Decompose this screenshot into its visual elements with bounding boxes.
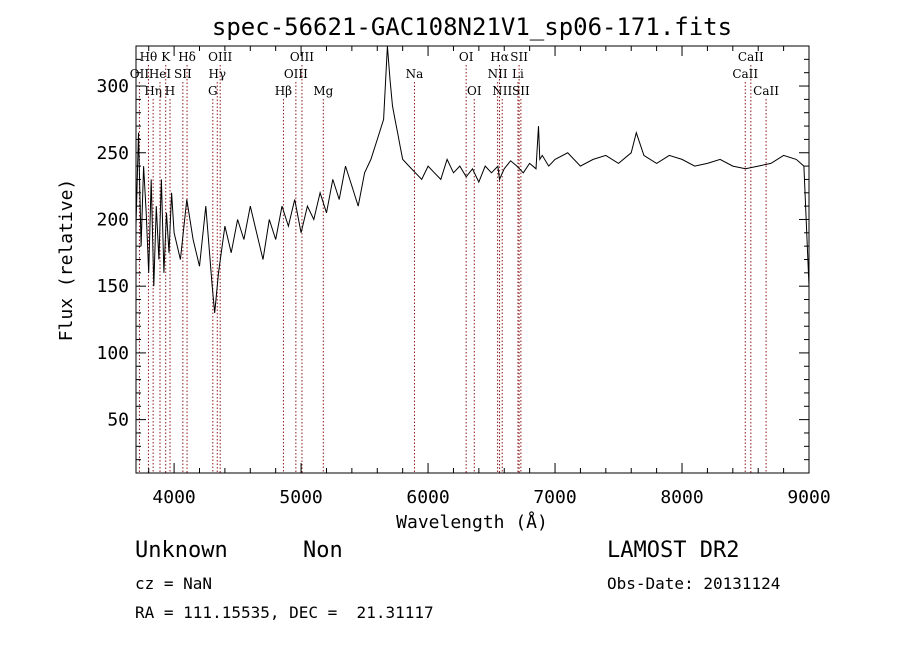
marker-label: G — [208, 84, 218, 98]
marker-label: OI — [459, 50, 474, 64]
cz-label: cz = NaN — [135, 574, 213, 593]
y-tick-label: 100 — [96, 343, 129, 364]
marker-label: CaII — [753, 84, 779, 98]
coords-label: RA = 111.15535, DEC = 21.31117 — [135, 603, 434, 622]
x-tick-label: 8000 — [660, 487, 703, 508]
y-axis-label: Flux (relative) — [56, 179, 77, 342]
class-label: Unknown — [135, 538, 228, 563]
marker-label: OII — [130, 67, 150, 81]
subclass-label: Non — [303, 538, 343, 563]
x-tick-label: 6000 — [406, 487, 449, 508]
y-tick-label: 300 — [96, 76, 129, 97]
marker-label: Hθ — [140, 50, 158, 64]
spectrum-line — [135, 45, 810, 313]
marker-label: OI — [467, 84, 482, 98]
obs-date-label: Obs-Date: 20131124 — [607, 574, 781, 593]
marker-label: OIII — [208, 50, 232, 64]
y-tick-label: 150 — [96, 276, 129, 297]
y-axis-ticks: 50 100 150 200 250 300 — [96, 58, 809, 461]
marker-label: Hη — [144, 84, 162, 98]
x-tick-label: 7000 — [533, 487, 576, 508]
marker-label: OIII — [284, 67, 308, 81]
x-tick-label: 5000 — [279, 487, 322, 508]
x-axis-ticks: 4000 5000 6000 7000 8000 9000 — [148, 46, 831, 508]
marker-label: Hγ — [208, 67, 226, 81]
marker-label: NII — [492, 84, 512, 98]
marker-label: Na — [406, 67, 424, 81]
x-tick-label: 9000 — [787, 487, 830, 508]
plot-frame — [135, 45, 810, 474]
x-tick-label: 4000 — [152, 487, 195, 508]
marker-label: Hδ — [178, 50, 196, 64]
marker-label: Li — [512, 67, 524, 81]
marker-label: NII — [488, 67, 508, 81]
survey-label: LAMOST DR2 — [607, 538, 740, 563]
y-tick-label: 50 — [107, 410, 129, 431]
marker-label: H — [165, 84, 175, 98]
marker-label: CaII — [738, 50, 764, 64]
marker-label: K — [161, 50, 171, 64]
marker-label: OIII — [290, 50, 314, 64]
marker-label: Hβ — [275, 84, 292, 98]
chart-title: spec-56621-GAC108N21V1_sp06-171.fits — [212, 13, 732, 41]
marker-label: CaII — [732, 67, 758, 81]
y-tick-label: 250 — [96, 143, 129, 164]
marker-label: SII — [510, 50, 528, 64]
y-tick-label: 200 — [96, 209, 129, 230]
x-axis-label: Wavelength (Å) — [396, 511, 548, 533]
marker-label: Hα — [490, 50, 509, 64]
marker-label: Mg — [313, 84, 333, 98]
marker-label: HeI — [149, 67, 172, 81]
marker-label: SII — [512, 84, 530, 98]
marker-label: SII — [174, 67, 192, 81]
